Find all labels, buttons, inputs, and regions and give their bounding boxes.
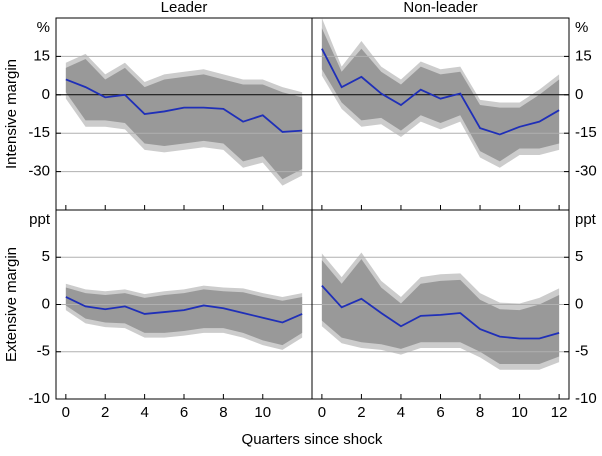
x-tick-label: 10 — [511, 404, 528, 421]
line — [321, 284, 560, 340]
y-tick-label: 0 — [575, 295, 583, 312]
x-tick-label: 4 — [397, 404, 405, 421]
x-tick-label: 2 — [357, 404, 365, 421]
x-tick-label: 2 — [101, 404, 109, 421]
x-tick-label: 4 — [140, 404, 148, 421]
x-tick-label: 0 — [62, 404, 70, 421]
y-tick-label: -5 — [575, 343, 588, 360]
x-axis-label: Quarters since shock — [242, 431, 383, 448]
y-tick-label: 0 — [42, 86, 50, 103]
unit-label: % — [575, 19, 588, 36]
panel-frame — [311, 209, 570, 400]
y-tick-label: 0 — [42, 295, 50, 312]
panel-title: Leader — [161, 0, 208, 16]
y-tick-label: 15 — [33, 47, 50, 64]
inner-band — [65, 58, 303, 180]
x-tick-label: 10 — [254, 404, 271, 421]
x-tick-label: 6 — [180, 404, 188, 421]
y-tick-label: -30 — [575, 163, 597, 180]
inner-band — [65, 287, 303, 346]
inner-band — [321, 259, 560, 365]
line — [65, 296, 303, 324]
x-tick-label: 8 — [219, 404, 227, 421]
y-axis-label: Intensive margin — [3, 59, 20, 169]
line — [321, 48, 560, 136]
y-tick-label: -15 — [575, 124, 597, 141]
y-tick-label: -10 — [28, 390, 50, 407]
y-axis-label: Extensive margin — [3, 247, 20, 362]
line — [65, 78, 303, 133]
y-tick-label: 5 — [42, 248, 50, 265]
x-tick-label: 0 — [318, 404, 326, 421]
y-tick-label: 5 — [575, 248, 583, 265]
y-tick-label: -15 — [28, 124, 50, 141]
panel-title: Non-leader — [403, 0, 477, 16]
y-tick-label: -10 — [575, 390, 597, 407]
x-tick-label: 12 — [551, 404, 568, 421]
x-tick-label: 8 — [476, 404, 484, 421]
unit-label: ppt — [575, 211, 597, 228]
y-tick-label: -30 — [28, 163, 50, 180]
unit-label: % — [37, 19, 50, 36]
y-tick-label: -5 — [37, 343, 50, 360]
y-tick-label: 15 — [575, 47, 592, 64]
x-tick-label: 6 — [436, 404, 444, 421]
unit-label: ppt — [29, 211, 51, 228]
y-tick-label: 0 — [575, 86, 583, 103]
